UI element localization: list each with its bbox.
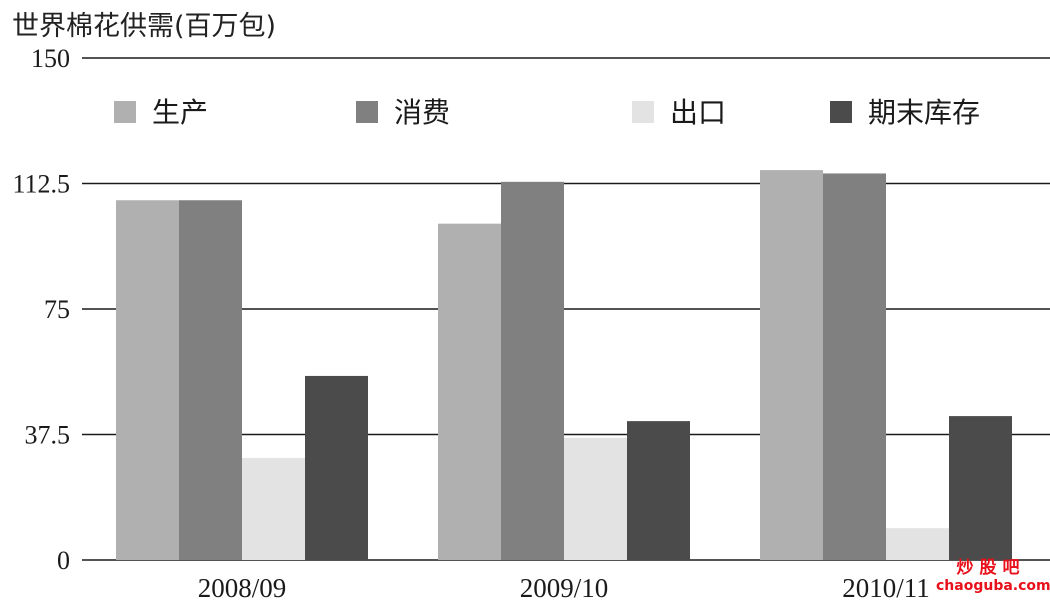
x-tick-label: 2010/11 [842,573,930,600]
bar [501,181,564,560]
legend-label: 出口 [670,96,726,129]
x-axis-tick-labels: 2008/09 2009/10 2010/11 [198,573,930,600]
legend: 生产 消费 出口 期末库存 [114,96,980,129]
bar [116,200,179,560]
x-tick-label: 2009/10 [520,573,609,600]
y-tick-label: 75 [44,295,70,324]
watermark-logo: 炒股吧 chaoguba.com [936,558,1050,594]
x-tick-label: 2008/09 [198,573,287,600]
y-tick-label: 150 [31,44,70,73]
legend-swatch [632,101,654,123]
legend-swatch [114,101,136,123]
bars [116,170,1012,560]
bar [179,200,242,560]
bar [823,173,886,560]
legend-label: 期末库存 [868,96,980,129]
legend-label: 消费 [394,96,450,129]
y-tick-label: 112.5 [12,170,70,199]
y-axis-tick-labels: 0 37.5 75 112.5 150 [12,44,70,575]
bar [438,223,501,560]
watermark-en: chaoguba.com [936,578,1050,594]
bar [242,457,305,560]
bar [886,528,949,560]
legend-swatch [830,101,852,123]
watermark-cn: 炒股吧 [956,558,1026,578]
chart-title: 世界棉花供需(百万包) [12,11,277,42]
bar [760,170,823,560]
bar [627,421,690,560]
legend-label: 生产 [152,96,208,129]
bar [564,437,627,560]
y-tick-label: 0 [57,546,70,575]
bar [949,416,1012,560]
y-tick-label: 37.5 [25,421,71,450]
legend-swatch [356,101,378,123]
bar [305,375,368,560]
